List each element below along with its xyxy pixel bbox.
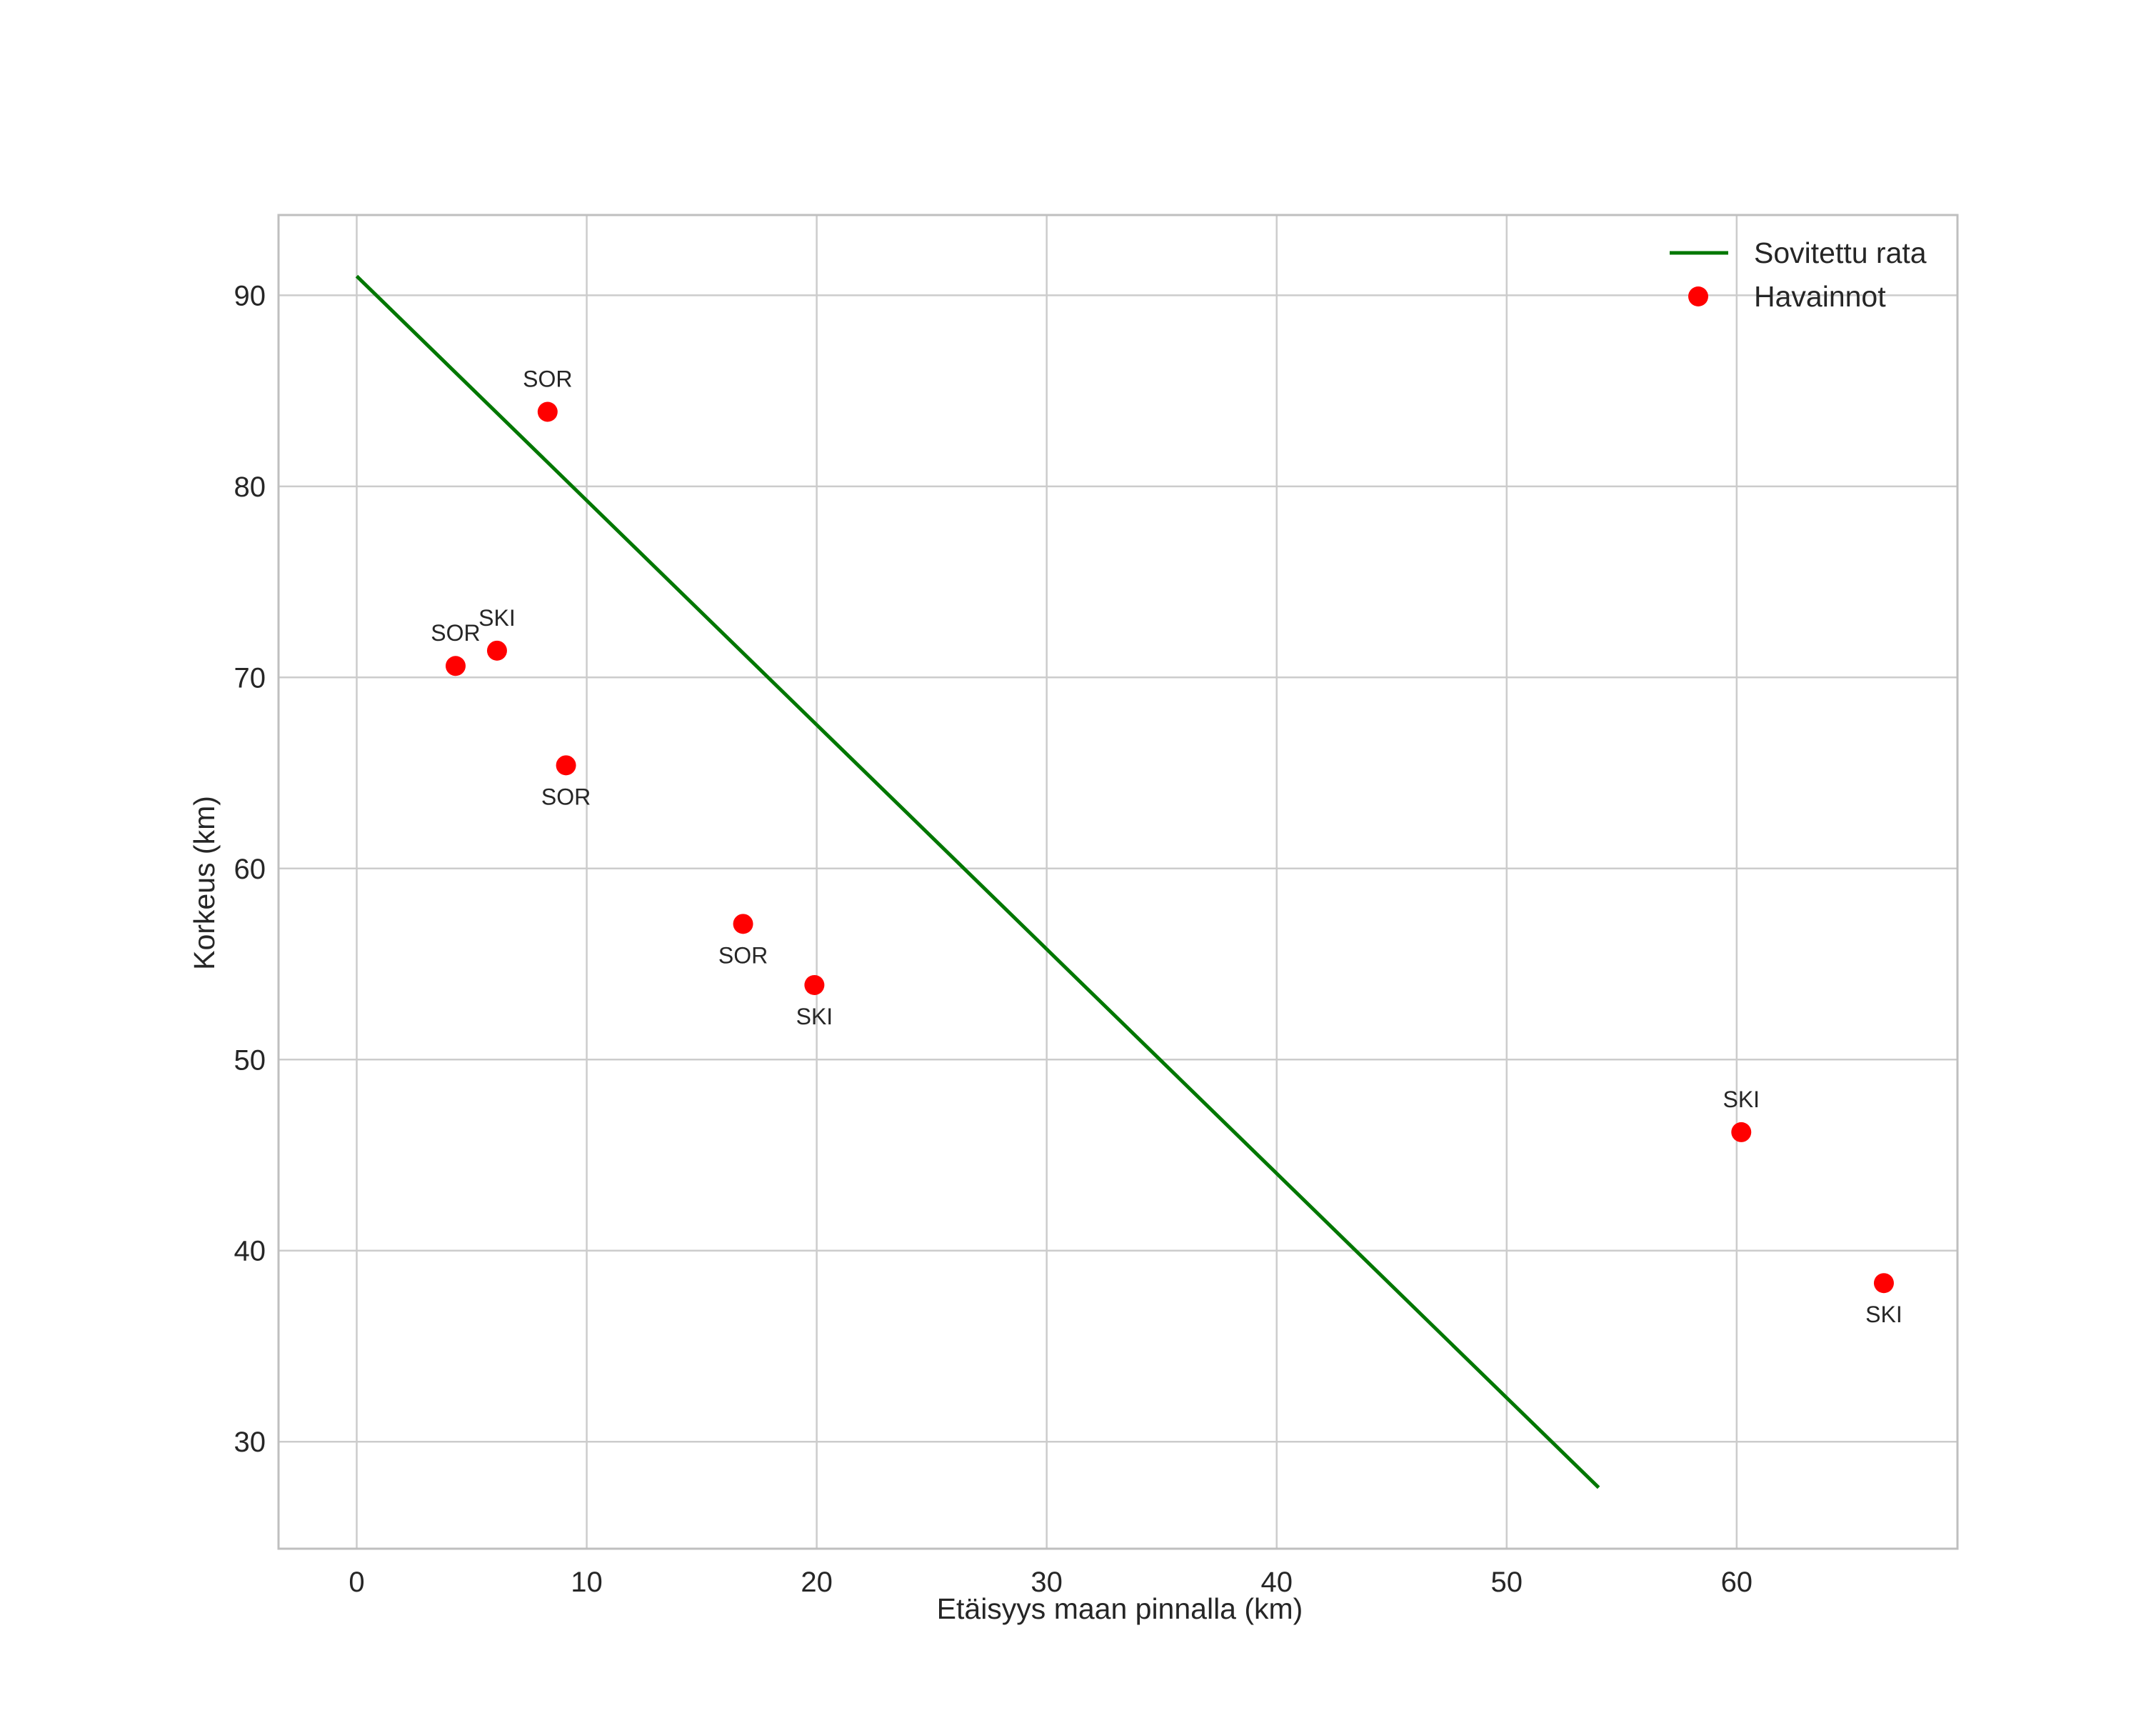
y-tick-label: 60 [234, 854, 266, 885]
plot-frame [277, 214, 1959, 1550]
observation-station-label: SKI [1723, 1087, 1760, 1112]
observation-point [733, 914, 753, 934]
x-tick-labels: 0 10 20 30 40 50 60 [349, 1567, 1753, 1598]
observation-point [1731, 1122, 1752, 1142]
x-tick-label: 30 [1031, 1567, 1063, 1598]
y-tick-label: 30 [234, 1427, 266, 1458]
legend-label-fitted-track: Sovitettu rata [1754, 236, 1927, 269]
y-tick-label: 80 [234, 471, 266, 503]
data-series [355, 274, 1894, 1489]
observation-station-label: SOR [541, 784, 591, 809]
legend-marker-swatch [1688, 286, 1708, 306]
x-axis-label: Etäisyys maan pinnalla (km) [937, 1592, 1303, 1625]
observation-point [486, 640, 507, 661]
observation-station-label: SOR [523, 366, 572, 392]
observation-point [804, 974, 825, 995]
x-tick-label: 0 [349, 1567, 364, 1598]
legend: Sovitettu rata Havainnot [1670, 236, 1927, 313]
legend-label-observations: Havainnot [1754, 280, 1886, 313]
x-tick-label: 50 [1491, 1567, 1523, 1598]
y-tick-label: 50 [234, 1044, 266, 1076]
observation-station-label: SKI [796, 1004, 833, 1029]
observation-point [445, 656, 466, 676]
fitted-track-line [355, 274, 1600, 1489]
x-tick-label: 10 [571, 1567, 603, 1598]
y-tick-label: 70 [234, 662, 266, 694]
observation-point [556, 755, 576, 776]
observation-station-label: SKI [1865, 1302, 1902, 1327]
y-tick-label: 40 [234, 1236, 266, 1267]
y-tick-label: 90 [234, 280, 266, 311]
y-tick-labels: 30 40 50 60 70 80 90 [234, 280, 266, 1458]
observation-station-label: SKI [478, 605, 516, 631]
y-axis-label: Korkeus (km) [188, 796, 221, 970]
observation-station-label: SOR [718, 942, 768, 968]
observation-point [1873, 1273, 1894, 1294]
observation-point [537, 401, 558, 422]
observation-station-label: SOR [431, 620, 480, 646]
grid-lines [279, 215, 1957, 1549]
x-tick-label: 20 [801, 1567, 833, 1598]
x-tick-label: 60 [1721, 1567, 1753, 1598]
x-tick-label: 40 [1260, 1567, 1293, 1598]
